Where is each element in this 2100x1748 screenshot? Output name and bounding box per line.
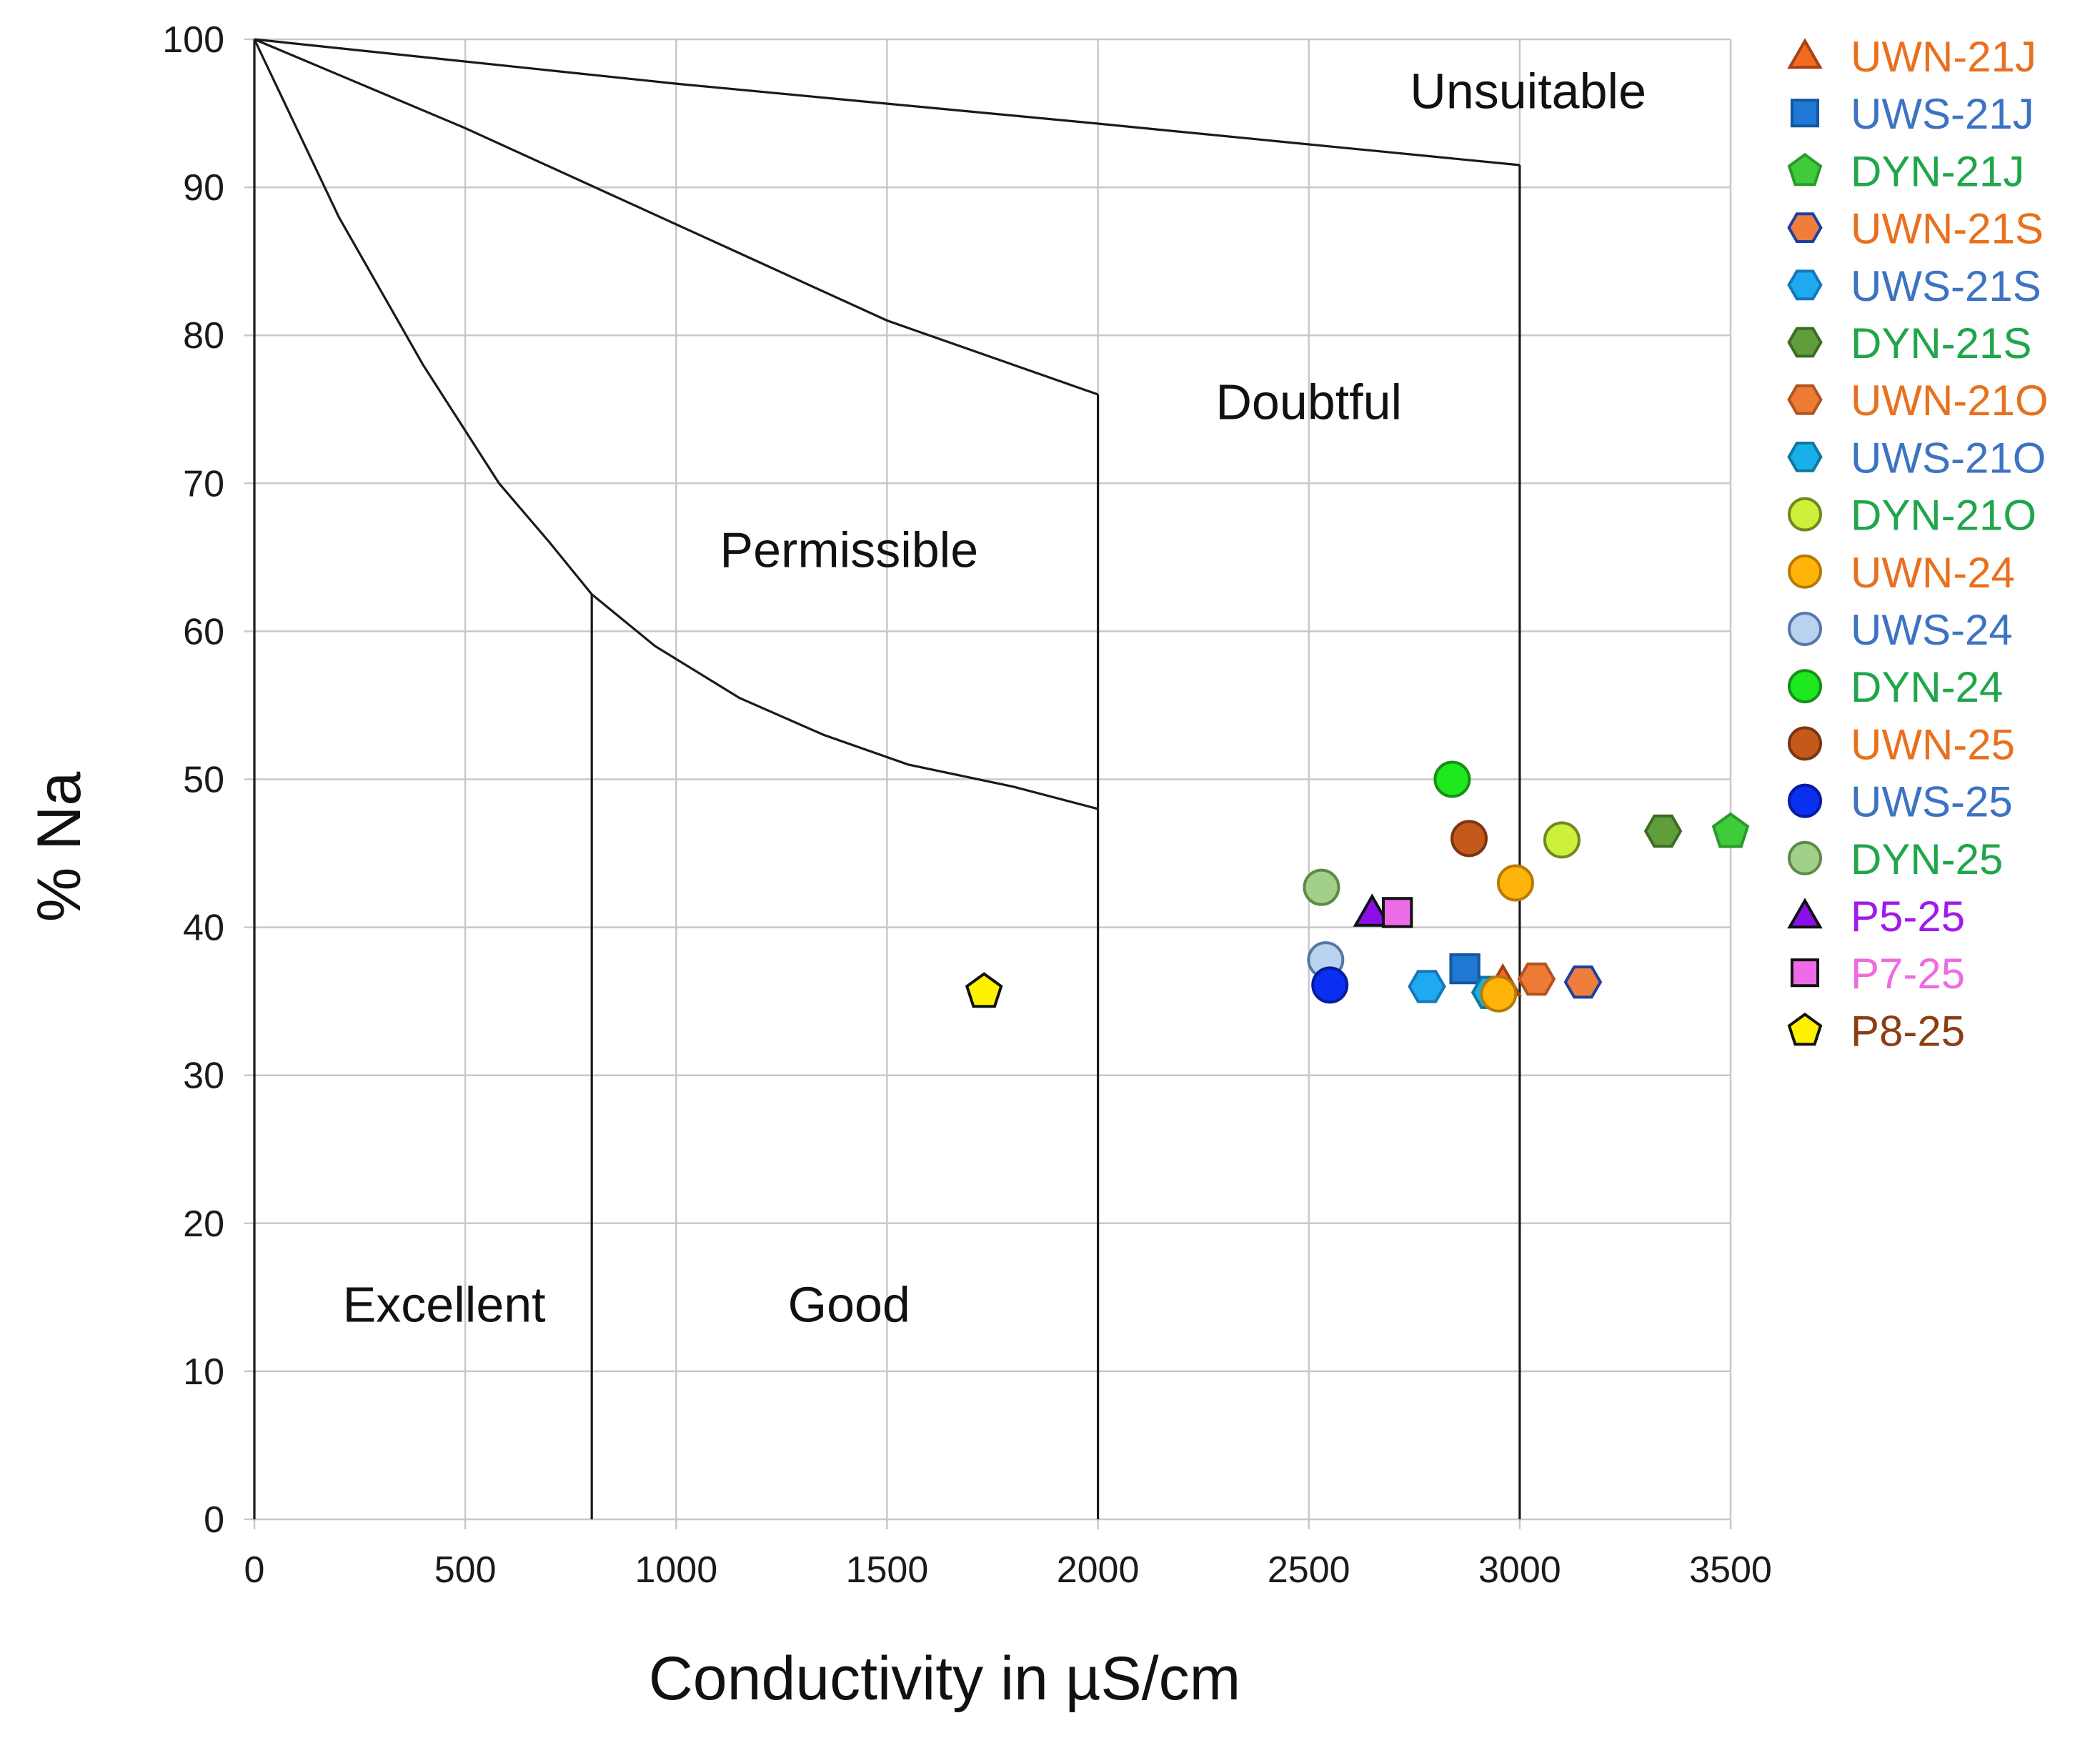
x-tick-label-1000: 1000	[635, 1549, 717, 1591]
legend-label-p7-25: P7-25	[1851, 950, 1965, 998]
point-p8-25-0	[965, 972, 1003, 1008]
zone-label-good: Good	[788, 1277, 910, 1333]
x-tick-label-2000: 2000	[1057, 1549, 1140, 1591]
legend-label-uws-24: UWS-24	[1851, 606, 2013, 654]
legend-label-uws-21s: UWS-21S	[1851, 262, 2041, 310]
zone-labels: Excellent Good Permissible Doubtful Unsuitab…	[343, 63, 1646, 1332]
x-tick-label-1500: 1500	[846, 1549, 929, 1591]
point-dyn-24-0	[1433, 760, 1471, 798]
legend-label-p8-25: P8-25	[1851, 1007, 1965, 1055]
legend-marker-uws-21o	[1787, 442, 1823, 472]
y-tick-label-20: 20	[183, 1203, 224, 1245]
boundary-line-0	[253, 39, 1099, 810]
legend-marker-dyn-24	[1788, 669, 1822, 704]
y-tick-label-100: 100	[162, 19, 224, 61]
legend-marker-uwn-25	[1788, 726, 1822, 761]
legend-label-dyn-24: DYN-24	[1851, 663, 2003, 711]
y-tick-label-90: 90	[183, 167, 224, 209]
zone-label-unsuitable: Unsuitable	[1410, 63, 1646, 119]
legend-label-uwn-24: UWN-24	[1851, 549, 2015, 597]
point-uwn-24-0	[1496, 864, 1534, 902]
legend-marker-uwn-21j	[1787, 38, 1823, 69]
legend-marker-uws-21s	[1787, 269, 1823, 301]
x-tick-label-0: 0	[244, 1549, 265, 1591]
grid	[244, 38, 1732, 1529]
data-points	[965, 760, 1750, 1013]
boundaries	[253, 38, 1521, 1519]
point-dyn-25-0	[1303, 868, 1340, 906]
y-tick-label-30: 30	[183, 1056, 224, 1097]
legend-marker-uwn-21o	[1787, 384, 1823, 415]
legend-label-uwn-25: UWN-25	[1851, 720, 2015, 768]
zone-label-doubtful: Doubtful	[1215, 374, 1402, 429]
y-axis-title: % Na	[25, 772, 94, 922]
legend: UWN-21J UWS-21J DYN-21J UWN-21S UWS-21S DYN-2…	[1787, 33, 2049, 1055]
point-uwn-21o-0	[1517, 962, 1556, 996]
legend-marker-uws-21j	[1790, 99, 1820, 128]
point-uwn-25-0	[1450, 820, 1488, 858]
y-tick-label-80: 80	[183, 315, 224, 357]
x-tick-label-3500: 3500	[1689, 1549, 1772, 1591]
point-uwn-21s-0	[1563, 965, 1603, 999]
y-tick-label-70: 70	[183, 463, 224, 505]
legend-label-uwn-21s: UWN-21S	[1851, 205, 2044, 253]
point-p5-25-0	[1353, 893, 1391, 927]
legend-marker-dyn-25	[1788, 840, 1822, 875]
point-p7-25-0	[1381, 897, 1413, 928]
point-dyn-21s-0	[1643, 814, 1683, 848]
y-tick-label-60: 60	[183, 611, 224, 652]
legend-marker-uws-25	[1788, 783, 1822, 818]
legend-marker-p7-25	[1790, 958, 1820, 988]
legend-label-uws-21j: UWS-21J	[1851, 90, 2034, 138]
point-uws-21j-0	[1449, 953, 1481, 985]
legend-marker-dyn-21j	[1787, 152, 1823, 187]
legend-marker-uwn-21s	[1787, 212, 1823, 243]
x-tick-label-3000: 3000	[1478, 1549, 1561, 1591]
y-tick-label-0: 0	[204, 1499, 224, 1541]
legend-label-uwn-21j: UWN-21J	[1851, 33, 2036, 81]
legend-marker-uwn-24	[1788, 554, 1822, 589]
legend-label-uws-25: UWS-25	[1851, 778, 2013, 826]
legend-label-dyn-21s: DYN-21S	[1851, 319, 2031, 367]
legend-label-dyn-21j: DYN-21J	[1851, 147, 2024, 195]
legend-label-p5-25: P5-25	[1851, 893, 1965, 940]
point-dyn-21j-0	[1711, 812, 1750, 848]
zone-label-permissible: Permissible	[720, 522, 978, 577]
x-tick-label-2500: 2500	[1268, 1549, 1350, 1591]
legend-label-dyn-21o: DYN-21O	[1851, 492, 2036, 540]
legend-marker-dyn-21o	[1788, 497, 1822, 532]
legend-marker-uws-24	[1788, 612, 1822, 646]
boundary-line-2	[254, 38, 1521, 167]
legend-marker-p8-25	[1787, 1012, 1823, 1046]
point-uws-21s-0	[1408, 970, 1446, 1003]
point-uwn-24-1	[1480, 975, 1518, 1013]
zone-label-excellent: Excellent	[343, 1277, 546, 1333]
point-uws-25-0	[1311, 966, 1349, 1004]
legend-label-uwn-21o: UWN-21O	[1851, 377, 2049, 424]
point-dyn-21o-0	[1543, 821, 1581, 859]
axes: 0 500 1000 1500 2000 2500 3000 3500 0 10 20 30 40 50 6…	[162, 19, 1772, 1591]
legend-label-dyn-25: DYN-25	[1851, 835, 2003, 883]
y-tick-label-10: 10	[183, 1351, 224, 1393]
legend-marker-p5-25	[1787, 898, 1823, 929]
legend-label-uws-21o: UWS-21O	[1851, 434, 2046, 482]
y-tick-label-40: 40	[183, 908, 224, 949]
x-axis-title: Conductivity in µS/cm	[649, 1644, 1241, 1713]
y-tick-label-50: 50	[183, 760, 224, 801]
x-tick-label-500: 500	[434, 1549, 497, 1591]
legend-marker-dyn-21s	[1787, 327, 1823, 358]
boundary-line-1	[254, 38, 1099, 396]
